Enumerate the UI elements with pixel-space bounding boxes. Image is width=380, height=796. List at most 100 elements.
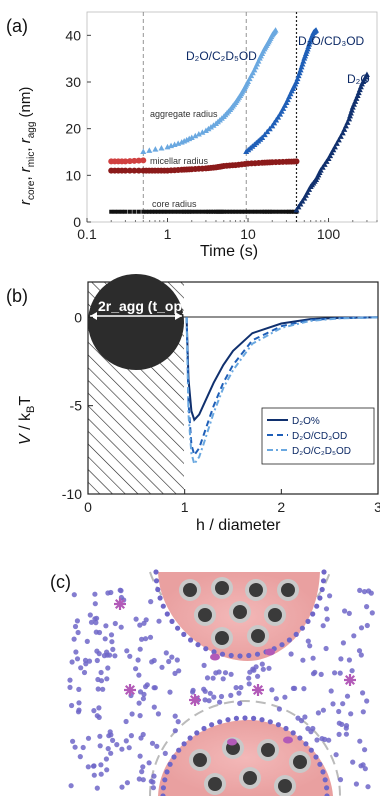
surfactant-dot — [90, 763, 97, 769]
rim-dot — [283, 725, 289, 732]
rim-dot — [225, 717, 231, 723]
micelle-core — [261, 743, 275, 757]
surfactant-dot — [207, 690, 213, 696]
rim-dot — [320, 769, 326, 775]
surfactant-dot — [137, 753, 143, 759]
legend-entry: D₂O% — [292, 416, 320, 427]
rim-dot — [162, 777, 168, 783]
micelle-core — [268, 608, 282, 622]
surfactant-dot — [273, 696, 279, 702]
y-tick-label: -10 — [62, 486, 82, 502]
rim-dot — [164, 611, 170, 617]
legend: D₂O% D₂O/CD₃OD D₂O/C₂D₅OD — [267, 416, 351, 457]
surfactant-dot — [328, 688, 334, 694]
ion-star — [344, 674, 356, 686]
rim-dot — [155, 586, 161, 593]
surfactant-dot — [151, 657, 157, 664]
surfactant-dot — [139, 769, 145, 775]
surfactant-dot — [143, 617, 149, 623]
rim-dot — [317, 595, 323, 601]
surfactant-dot — [343, 731, 349, 737]
surfactant-dot — [75, 629, 81, 636]
surfactant-dot — [140, 764, 146, 770]
data-point-core — [127, 209, 132, 214]
data-point-micellar — [135, 167, 142, 174]
surfactant-dot — [109, 639, 115, 645]
surfactant-dot — [222, 670, 229, 676]
panel-a-ylabel: rcore, rmic, ragg (nm) — [17, 87, 37, 205]
micelle-core — [281, 583, 295, 597]
surfactant-dot — [166, 658, 172, 665]
surfactant-dot — [137, 622, 143, 628]
surfactant-dot — [337, 670, 343, 676]
data-point-core — [206, 209, 211, 214]
data-point-core — [119, 209, 124, 214]
micelle-core — [293, 755, 307, 769]
micelle-core — [215, 631, 229, 645]
data-point-core — [221, 209, 226, 214]
surfactant-dot — [228, 671, 234, 677]
data-point-core — [284, 209, 289, 214]
data-point-aggregate — [158, 145, 165, 151]
surfactant-dot — [190, 687, 196, 693]
surfactant-dot — [95, 686, 101, 692]
rim-dot — [275, 722, 281, 728]
rim-dot — [321, 569, 327, 575]
rim-dot — [203, 646, 209, 652]
rim-dot — [169, 618, 175, 625]
ion-blob — [210, 653, 220, 661]
surfactant-dot — [357, 587, 363, 594]
rim-dot — [242, 715, 248, 721]
data-point-core — [289, 209, 294, 214]
surfactant-dot — [151, 704, 157, 710]
rim-dot — [209, 722, 215, 728]
x-tick-label: 2 — [277, 499, 285, 515]
data-point-core — [179, 209, 184, 214]
surfactant-dot — [336, 731, 342, 738]
surfactant-dot — [104, 649, 110, 655]
surfactant-dot — [94, 657, 100, 664]
surfactant-dot — [127, 653, 133, 659]
surfactant-dot — [322, 736, 328, 743]
surfactant-dot — [143, 636, 149, 642]
data-point-aggregate — [299, 61, 306, 67]
data-point-aggregate — [306, 186, 313, 192]
surfactant-dot — [204, 675, 211, 681]
surfactant-dot — [260, 666, 266, 672]
rim-dot — [153, 569, 159, 575]
surfactant-dot — [210, 675, 216, 681]
aggregate-particle — [88, 274, 184, 370]
surfactant-dot — [78, 665, 84, 671]
panel-a-data-points — [108, 27, 370, 214]
data-point-core — [239, 209, 244, 214]
surfactant-dot — [211, 694, 217, 700]
data-point-core — [211, 209, 216, 214]
ylabel-sub-mic: mic — [26, 152, 37, 168]
surfactant-dot — [139, 636, 145, 642]
surfactant-dot — [69, 702, 75, 709]
surfactant-dot — [108, 632, 115, 638]
legend-entry: D₂O/C₂D₅OD — [292, 446, 351, 457]
ion-blob — [283, 736, 293, 744]
data-point-aggregate — [357, 83, 364, 90]
data-point-core — [184, 209, 189, 214]
data-point-aggregate — [246, 75, 253, 82]
surfactant-dot — [318, 671, 324, 678]
surfactant-dot — [74, 618, 80, 624]
surfactant-dot — [337, 777, 344, 783]
surfactant-dot — [220, 676, 226, 682]
surfactant-dot — [348, 711, 354, 717]
data-point-aggregate — [199, 129, 206, 135]
data-point-core — [109, 209, 114, 214]
data-point-core — [189, 209, 194, 214]
data-point-aggregate — [333, 140, 340, 146]
data-point-micellar — [122, 167, 129, 174]
data-point-aggregate — [330, 146, 337, 153]
annotation-micellar-radius: micellar radius — [150, 156, 209, 166]
panel-a-xlabel: Time (s) — [200, 243, 258, 260]
surfactant-dot — [364, 604, 370, 610]
data-point-core — [253, 209, 258, 214]
data-point-core — [182, 209, 187, 214]
surfactant-dot — [255, 673, 261, 679]
